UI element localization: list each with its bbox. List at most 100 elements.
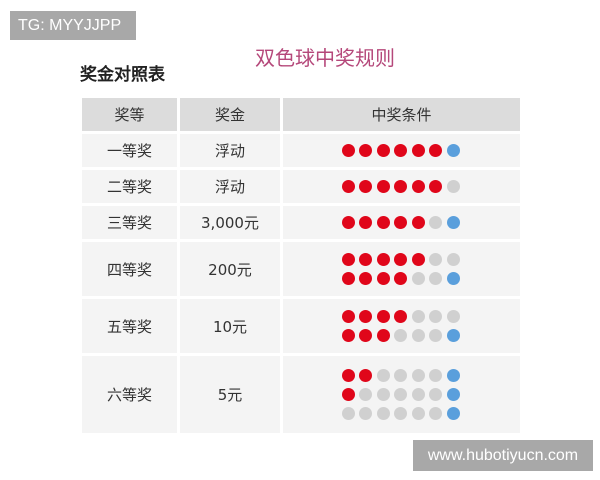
winning-condition	[283, 299, 520, 353]
ball-combination	[341, 144, 460, 157]
table-title: 奖金对照表	[80, 65, 165, 85]
prize-level: 四等奖	[82, 242, 177, 296]
red-ball	[359, 329, 372, 342]
winning-condition	[283, 206, 520, 239]
unmatched-red-ball	[411, 369, 425, 382]
red-ball	[341, 253, 355, 266]
red-ball	[359, 180, 372, 193]
page-title: 双色球中奖规则	[255, 46, 395, 70]
red-ball	[411, 180, 425, 193]
red-ball	[341, 369, 355, 382]
red-ball	[376, 272, 390, 285]
red-ball	[376, 310, 390, 323]
unmatched-red-ball	[376, 407, 390, 420]
unmatched-red-ball	[429, 388, 442, 401]
red-ball	[394, 144, 407, 157]
table-row: 三等奖 3,000元	[82, 206, 520, 239]
red-ball	[341, 180, 355, 193]
table-row: 一等奖 浮动	[82, 134, 520, 167]
ball-combination	[341, 253, 460, 266]
ball-combination	[341, 310, 460, 323]
prize-level: 二等奖	[82, 170, 177, 203]
blue-ball	[446, 369, 460, 382]
red-ball	[359, 272, 372, 285]
red-ball	[376, 144, 390, 157]
red-ball	[341, 144, 355, 157]
red-ball	[359, 369, 372, 382]
red-ball	[376, 329, 390, 342]
winning-condition	[283, 134, 520, 167]
red-ball	[359, 144, 372, 157]
red-ball	[359, 310, 372, 323]
unmatched-red-ball	[429, 310, 442, 323]
unmatched-red-ball	[411, 310, 425, 323]
prize-amount: 200元	[180, 242, 280, 296]
red-ball	[341, 310, 355, 323]
red-ball	[394, 272, 407, 285]
table-row: 六等奖 5元	[82, 356, 520, 433]
header-conditions: 中奖条件	[283, 98, 520, 131]
winning-condition	[283, 170, 520, 203]
red-ball	[341, 272, 355, 285]
prize-table: 奖等 奖金 中奖条件 一等奖 浮动 二等奖 浮动 三等奖 3,000元 四等奖 200元 五等奖…	[82, 98, 520, 436]
prize-level: 三等奖	[82, 206, 177, 239]
blue-ball	[446, 407, 460, 420]
ball-combination	[341, 369, 460, 382]
winning-condition	[283, 356, 520, 433]
winning-condition	[283, 242, 520, 296]
ball-combination	[341, 329, 460, 342]
unmatched-red-ball	[394, 329, 407, 342]
red-ball	[341, 388, 355, 401]
red-ball	[341, 216, 355, 229]
red-ball	[376, 180, 390, 193]
unmatched-red-ball	[359, 407, 372, 420]
red-ball	[376, 253, 390, 266]
unmatched-blue-ball	[446, 253, 460, 266]
table-row: 四等奖 200元	[82, 242, 520, 296]
prize-amount: 5元	[180, 356, 280, 433]
ball-combination	[341, 180, 460, 193]
prize-level: 一等奖	[82, 134, 177, 167]
unmatched-red-ball	[429, 253, 442, 266]
unmatched-red-ball	[394, 369, 407, 382]
blue-ball	[446, 329, 460, 342]
prize-level: 五等奖	[82, 299, 177, 353]
blue-ball	[446, 144, 460, 157]
prize-amount: 浮动	[180, 134, 280, 167]
table-header: 奖等 奖金 中奖条件	[82, 98, 520, 131]
red-ball	[359, 216, 372, 229]
prize-amount: 浮动	[180, 170, 280, 203]
unmatched-red-ball	[394, 407, 407, 420]
unmatched-red-ball	[411, 272, 425, 285]
ball-combination	[341, 272, 460, 285]
unmatched-red-ball	[341, 407, 355, 420]
ball-combination	[341, 388, 460, 401]
unmatched-red-ball	[376, 388, 390, 401]
unmatched-red-ball	[411, 388, 425, 401]
red-ball	[411, 216, 425, 229]
prize-level: 六等奖	[82, 356, 177, 433]
ball-combination	[341, 216, 460, 229]
red-ball	[429, 144, 442, 157]
ball-combination	[341, 407, 460, 420]
prize-amount: 3,000元	[180, 206, 280, 239]
unmatched-red-ball	[394, 388, 407, 401]
red-ball	[429, 180, 442, 193]
red-ball	[394, 310, 407, 323]
unmatched-red-ball	[429, 407, 442, 420]
unmatched-red-ball	[411, 329, 425, 342]
unmatched-red-ball	[429, 369, 442, 382]
table-row: 五等奖 10元	[82, 299, 520, 353]
unmatched-blue-ball	[446, 180, 460, 193]
red-ball	[376, 216, 390, 229]
red-ball	[394, 253, 407, 266]
unmatched-red-ball	[429, 272, 442, 285]
watermark-bottom: www.hubotiyucn.com	[413, 440, 593, 471]
blue-ball	[446, 388, 460, 401]
table-row: 二等奖 浮动	[82, 170, 520, 203]
watermark-top: TG: MYYJJPP	[10, 11, 136, 40]
red-ball	[411, 144, 425, 157]
red-ball	[394, 216, 407, 229]
blue-ball	[446, 272, 460, 285]
unmatched-red-ball	[429, 216, 442, 229]
